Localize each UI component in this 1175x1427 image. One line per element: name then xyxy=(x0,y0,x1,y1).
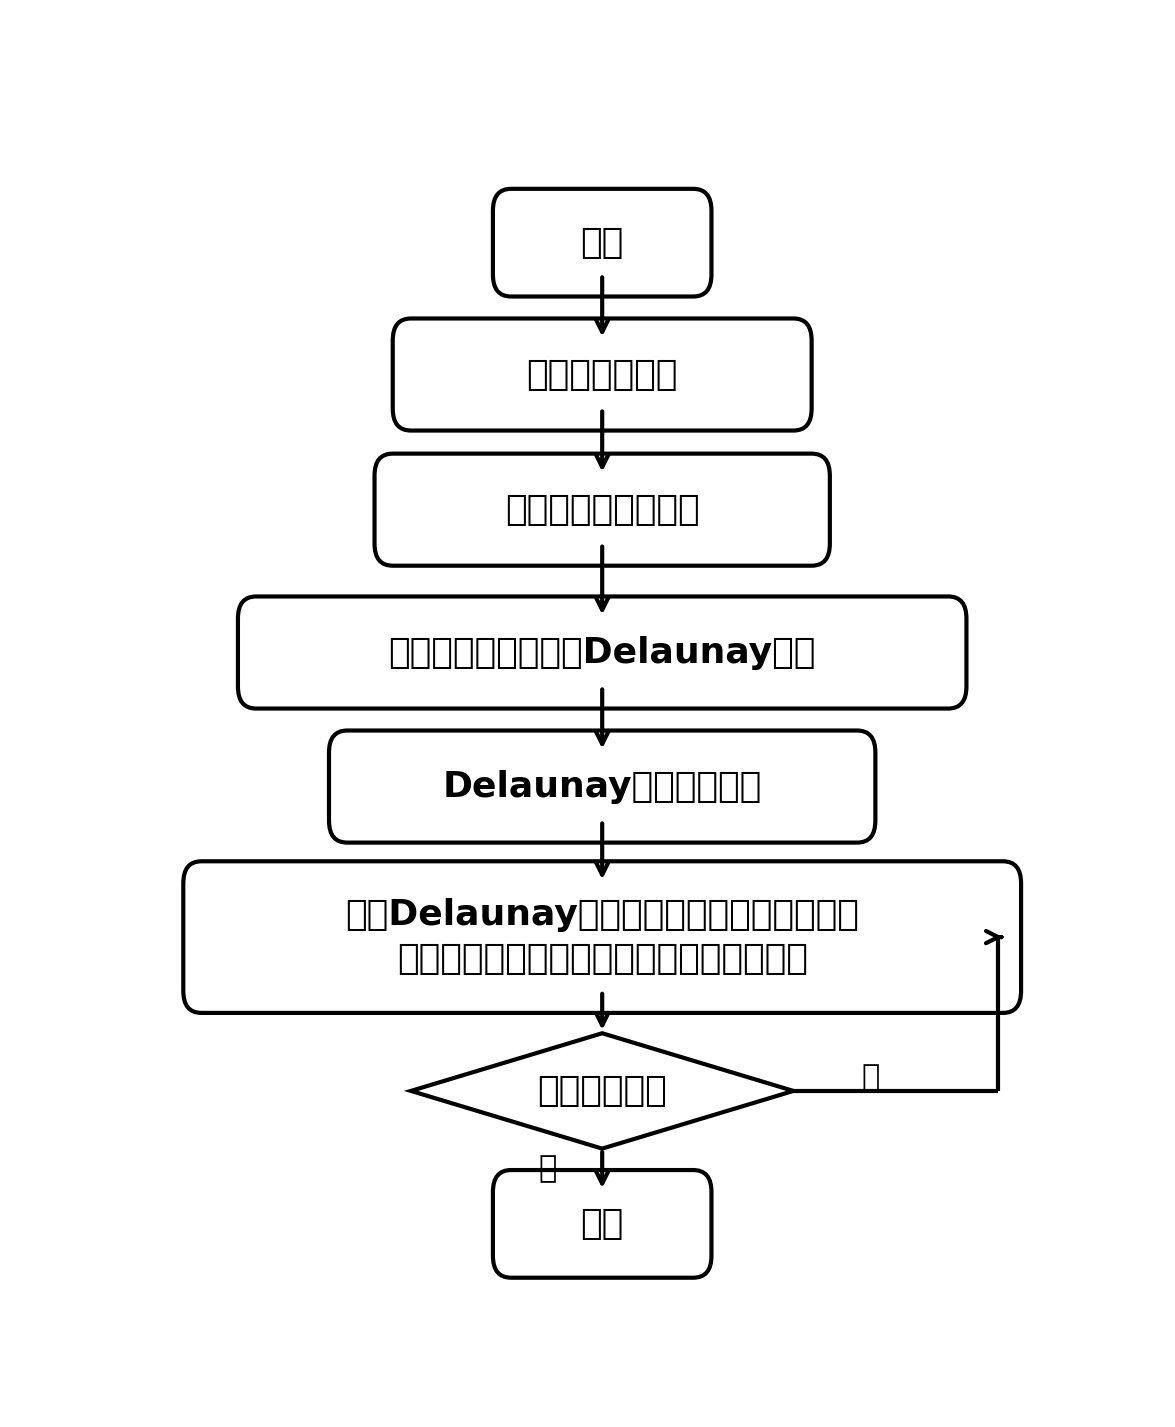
FancyBboxPatch shape xyxy=(237,596,966,709)
FancyBboxPatch shape xyxy=(494,188,711,297)
Text: 建立初始四面体网络: 建立初始四面体网络 xyxy=(505,492,699,527)
FancyBboxPatch shape xyxy=(392,318,812,431)
Text: 开始: 开始 xyxy=(580,225,624,260)
FancyBboxPatch shape xyxy=(329,731,875,842)
Text: 结束: 结束 xyxy=(580,1207,624,1241)
FancyBboxPatch shape xyxy=(183,862,1021,1013)
Text: 删除Delaunay空腔的四面体，生成新的四面
体，并更新拓扑关系，生成新的四面体网络: 删除Delaunay空腔的四面体，生成新的四面 体，并更新拓扑关系，生成新的四面… xyxy=(345,898,859,976)
Text: 离散点集预处理: 离散点集预处理 xyxy=(526,358,678,391)
Text: 最后一个点？: 最后一个点？ xyxy=(537,1075,667,1107)
FancyBboxPatch shape xyxy=(375,454,830,565)
Text: Delaunay空腔边界提取: Delaunay空腔边界提取 xyxy=(443,769,761,803)
Text: 否: 否 xyxy=(861,1063,880,1092)
Text: 点定位，并确定点的Delaunay空腔: 点定位，并确定点的Delaunay空腔 xyxy=(389,635,815,669)
Text: 是: 是 xyxy=(538,1154,557,1183)
Polygon shape xyxy=(411,1033,793,1149)
FancyBboxPatch shape xyxy=(494,1170,711,1277)
